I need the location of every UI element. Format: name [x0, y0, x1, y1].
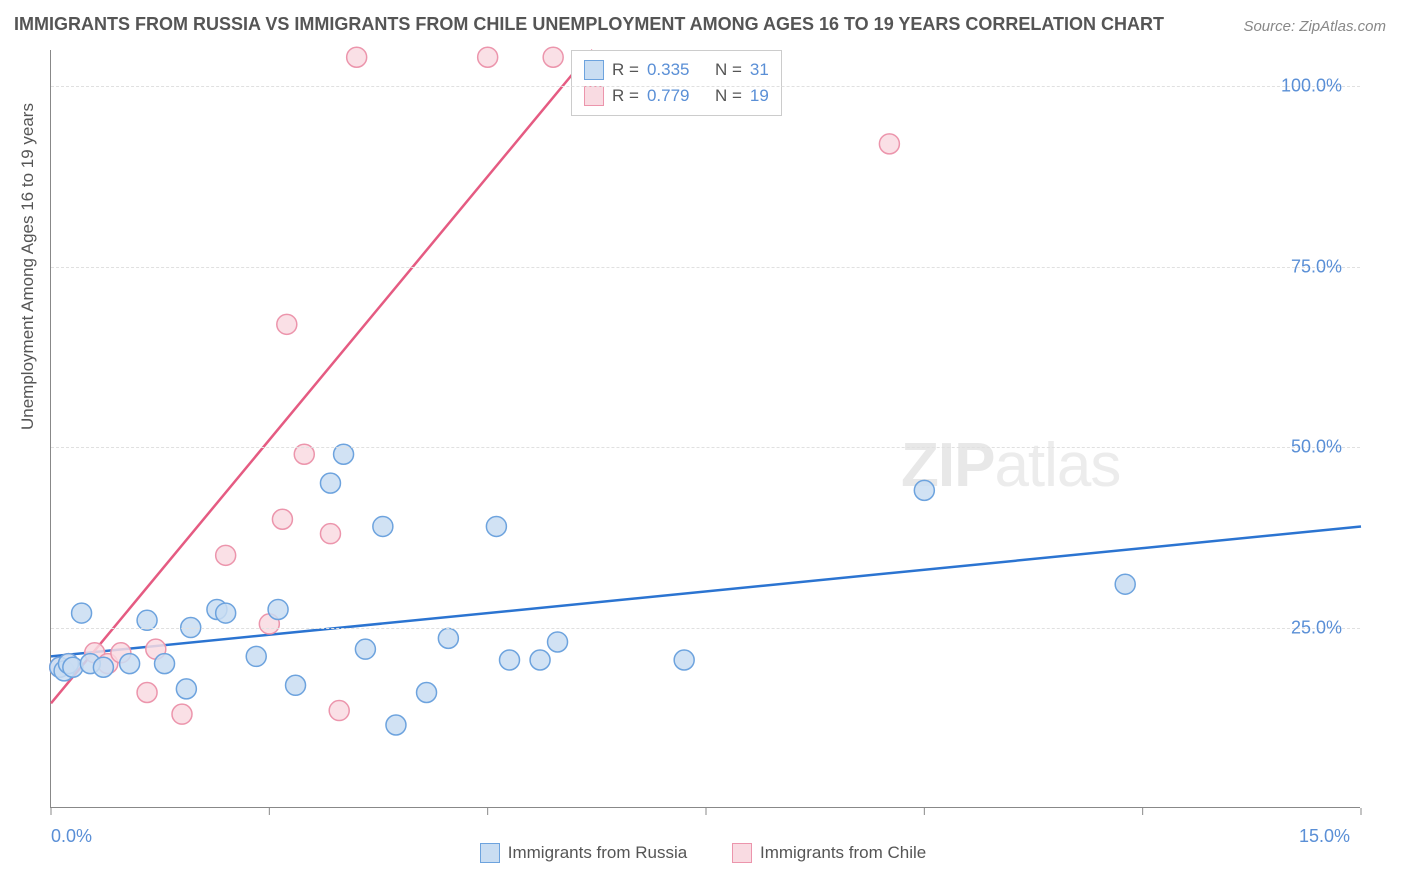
data-point [329, 701, 349, 721]
y-tick-label: 75.0% [1291, 256, 1342, 277]
legend-item-chile: Immigrants from Chile [732, 843, 926, 863]
n-value-russia: 31 [750, 57, 769, 83]
data-point [879, 134, 899, 154]
series-legend: Immigrants from Russia Immigrants from C… [0, 843, 1406, 868]
data-point [417, 682, 437, 702]
legend-swatch-russia [584, 60, 604, 80]
data-point [277, 314, 297, 334]
plot-area: ZIPatlas R = 0.335 N = 31 R = 0.779 N = … [50, 50, 1360, 808]
data-point [438, 628, 458, 648]
data-point [176, 679, 196, 699]
data-point [286, 675, 306, 695]
data-point [320, 524, 340, 544]
grid-line [51, 267, 1360, 268]
data-point [137, 682, 157, 702]
data-point [1115, 574, 1135, 594]
data-point [530, 650, 550, 670]
r-value-russia: 0.335 [647, 57, 690, 83]
r-label: R = [612, 57, 639, 83]
legend-swatch-russia-bottom [480, 843, 500, 863]
data-point [914, 480, 934, 500]
data-point [63, 657, 83, 677]
y-axis-label: Unemployment Among Ages 16 to 19 years [18, 103, 38, 430]
data-point [120, 654, 140, 674]
data-point [347, 47, 367, 67]
legend-swatch-chile-bottom [732, 843, 752, 863]
data-point [268, 599, 288, 619]
data-point [216, 545, 236, 565]
data-point [674, 650, 694, 670]
data-point [216, 603, 236, 623]
legend-row-russia: R = 0.335 N = 31 [584, 57, 769, 83]
data-point [386, 715, 406, 735]
chart-svg [51, 50, 1360, 807]
data-point [172, 704, 192, 724]
data-point [500, 650, 520, 670]
grid-line [51, 86, 1360, 87]
legend-item-russia: Immigrants from Russia [480, 843, 687, 863]
y-tick-label: 100.0% [1281, 76, 1342, 97]
y-tick-label: 25.0% [1291, 617, 1342, 638]
legend-swatch-chile [584, 86, 604, 106]
correlation-legend: R = 0.335 N = 31 R = 0.779 N = 19 [571, 50, 782, 116]
source-attribution: Source: ZipAtlas.com [1243, 18, 1386, 35]
data-point [355, 639, 375, 659]
data-point [272, 509, 292, 529]
data-point [543, 47, 563, 67]
legend-label-russia: Immigrants from Russia [508, 843, 687, 863]
data-point [93, 657, 113, 677]
chart-title: IMMIGRANTS FROM RUSSIA VS IMMIGRANTS FRO… [14, 14, 1164, 35]
trend-line [51, 50, 592, 703]
data-point [72, 603, 92, 623]
data-point [478, 47, 498, 67]
data-point [373, 516, 393, 536]
data-point [246, 646, 266, 666]
y-tick-label: 50.0% [1291, 437, 1342, 458]
n-label: N = [715, 57, 742, 83]
grid-line [51, 628, 1360, 629]
data-point [486, 516, 506, 536]
data-point [548, 632, 568, 652]
grid-line [51, 447, 1360, 448]
data-point [320, 473, 340, 493]
legend-label-chile: Immigrants from Chile [760, 843, 926, 863]
data-point [155, 654, 175, 674]
trend-line [51, 526, 1361, 656]
